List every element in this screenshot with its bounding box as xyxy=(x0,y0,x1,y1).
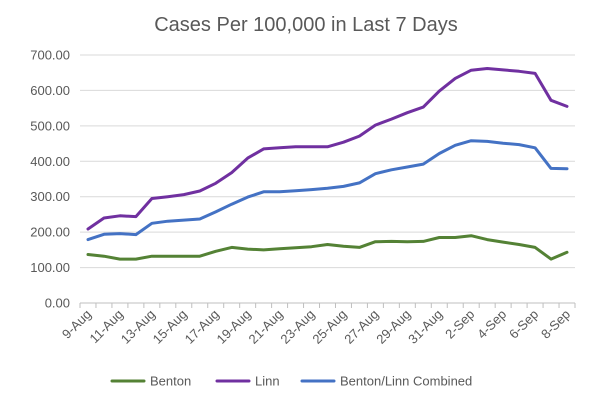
series-line-linn xyxy=(86,67,569,231)
x-tick-label: 4-Sep xyxy=(474,307,509,342)
y-tick-label: 500.00 xyxy=(30,118,70,133)
chart-title: Cases Per 100,000 in Last 7 Days xyxy=(154,14,458,36)
y-tick-label: 300.00 xyxy=(30,189,70,204)
series-layer xyxy=(86,67,569,261)
x-tick-label: 31-Aug xyxy=(405,307,445,347)
x-tick-label: 17-Aug xyxy=(182,307,222,347)
x-tick-label: 25-Aug xyxy=(309,307,349,347)
series-line-benton xyxy=(86,234,569,261)
series-line-benton-linn-combined xyxy=(86,139,569,242)
x-tick-label: 21-Aug xyxy=(245,307,285,347)
x-tick-label: 8-Sep xyxy=(538,307,573,342)
x-tick-label: 2-Sep xyxy=(442,307,477,342)
legend-label-linn: Linn xyxy=(255,374,280,389)
legend: Benton Linn Benton/Linn Combined xyxy=(110,374,472,389)
x-tick-label: 27-Aug xyxy=(341,307,381,347)
x-tick-label: 19-Aug xyxy=(214,307,254,347)
y-tick-label: 100.00 xyxy=(30,260,70,275)
y-axis-ticks: 0.00 100.00 200.00 300.00 400.00 500.00 600.00… xyxy=(30,48,70,311)
x-tick-label: 13-Aug xyxy=(118,307,158,347)
x-axis-ticks: 9-Aug11-Aug13-Aug15-Aug17-Aug19-Aug21-Au… xyxy=(59,303,576,347)
x-tick-label: 6-Sep xyxy=(506,307,541,342)
grid-layer xyxy=(80,54,575,304)
legend-label-benton: Benton xyxy=(150,374,191,389)
y-tick-label: 700.00 xyxy=(30,48,70,63)
legend-label-benton-linn-combined: Benton/Linn Combined xyxy=(340,374,472,389)
x-tick-label: 11-Aug xyxy=(86,307,126,347)
x-tick-label: 15-Aug xyxy=(150,307,190,347)
x-tick-label: 29-Aug xyxy=(373,307,413,347)
y-tick-label: 400.00 xyxy=(30,154,70,169)
x-tick-label: 23-Aug xyxy=(277,307,317,347)
y-tick-label: 0.00 xyxy=(45,296,70,311)
y-tick-label: 600.00 xyxy=(30,83,70,98)
y-tick-label: 200.00 xyxy=(30,225,70,240)
